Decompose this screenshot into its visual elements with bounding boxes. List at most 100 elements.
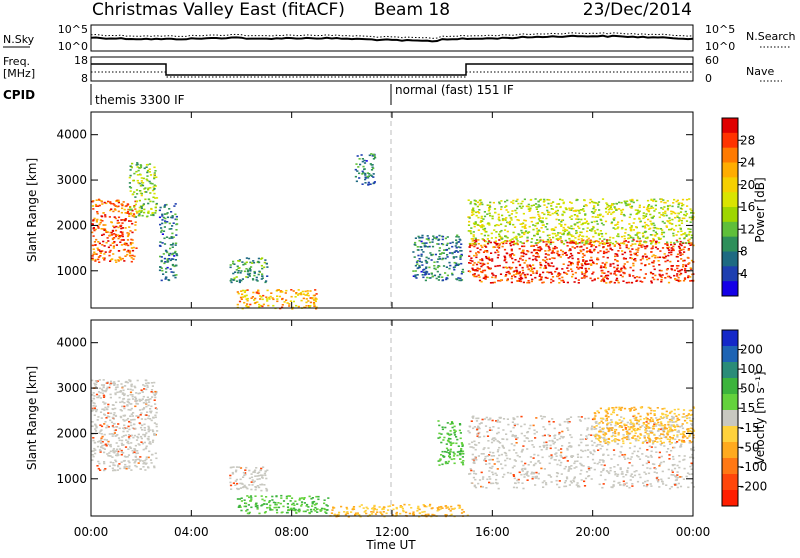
echo-cell bbox=[543, 480, 545, 482]
echo-cell bbox=[129, 182, 131, 184]
echo-cell bbox=[454, 434, 456, 436]
echo-cell bbox=[622, 209, 624, 211]
echo-cell bbox=[424, 244, 426, 246]
echo-cell bbox=[667, 205, 669, 207]
echo-cell bbox=[145, 191, 147, 193]
echo-cell bbox=[586, 251, 588, 253]
echo-cell bbox=[513, 487, 515, 489]
echo-cell bbox=[611, 421, 613, 423]
echo-cell bbox=[263, 503, 265, 505]
echo-cell bbox=[376, 509, 378, 511]
echo-cell bbox=[257, 261, 259, 263]
echo-cell bbox=[139, 468, 141, 470]
echo-cell bbox=[105, 251, 107, 253]
echo-cell bbox=[505, 242, 507, 244]
echo-cell bbox=[491, 260, 493, 262]
echo-cell bbox=[674, 475, 676, 477]
echo-cell bbox=[516, 208, 518, 210]
echo-cell bbox=[559, 199, 561, 201]
echo-cell bbox=[678, 246, 680, 248]
echo-cell bbox=[559, 465, 561, 467]
echo-cell bbox=[523, 213, 525, 215]
echo-cell bbox=[489, 213, 491, 215]
echo-cell bbox=[405, 512, 407, 514]
echo-cell bbox=[661, 229, 663, 231]
echo-cell bbox=[113, 412, 115, 414]
echo-cell bbox=[491, 466, 493, 468]
echo-cell bbox=[617, 443, 619, 445]
echo-cell bbox=[639, 218, 641, 220]
echo-cell bbox=[520, 241, 522, 243]
echo-cell bbox=[522, 270, 524, 272]
echo-cell bbox=[453, 432, 455, 434]
echo-cell bbox=[116, 392, 118, 394]
echo-cell bbox=[630, 475, 632, 477]
echo-cell bbox=[557, 232, 559, 234]
echo-cell bbox=[134, 229, 136, 231]
echo-cell bbox=[521, 451, 523, 453]
echo-cell bbox=[133, 451, 135, 453]
echo-cell bbox=[670, 223, 672, 225]
echo-cell bbox=[134, 386, 136, 388]
echo-cell bbox=[456, 247, 458, 249]
echo-cell bbox=[237, 272, 239, 274]
echo-cell bbox=[131, 394, 133, 396]
echo-cell bbox=[542, 272, 544, 274]
echo-cell bbox=[133, 247, 135, 249]
echo-cell bbox=[474, 426, 476, 428]
echo-cell bbox=[167, 217, 169, 219]
echo-cell bbox=[172, 246, 174, 248]
echo-cell bbox=[524, 224, 526, 226]
echo-cell bbox=[144, 460, 146, 462]
echo-cell bbox=[520, 416, 522, 418]
echo-cell bbox=[455, 443, 457, 445]
echo-cell bbox=[155, 176, 157, 178]
echo-cell bbox=[507, 424, 509, 426]
echo-cell bbox=[143, 449, 145, 451]
echo-cell bbox=[139, 409, 141, 411]
echo-cell bbox=[574, 224, 576, 226]
echo-cell bbox=[237, 498, 239, 500]
echo-cell bbox=[532, 259, 534, 261]
echo-cell bbox=[138, 210, 140, 212]
echo-cell bbox=[247, 269, 249, 271]
echo-cell bbox=[301, 501, 303, 503]
echo-cell bbox=[475, 204, 477, 206]
echo-cell bbox=[133, 215, 135, 217]
echo-cell bbox=[588, 263, 590, 265]
echo-cell bbox=[511, 210, 513, 212]
echo-cell bbox=[522, 465, 524, 467]
echo-cell bbox=[314, 289, 316, 291]
echo-cell bbox=[134, 435, 136, 437]
echo-cell bbox=[514, 210, 516, 212]
echo-cell bbox=[513, 427, 515, 429]
echo-cell bbox=[127, 399, 129, 401]
echo-cell bbox=[244, 474, 246, 476]
echo-cell bbox=[270, 292, 272, 294]
echo-cell bbox=[626, 261, 628, 263]
echo-cell bbox=[494, 252, 496, 254]
echo-cell bbox=[531, 221, 533, 223]
echo-cell bbox=[146, 166, 148, 168]
echo-cell bbox=[541, 212, 543, 214]
echo-cell bbox=[539, 262, 541, 264]
echo-cell bbox=[175, 229, 177, 231]
echo-cell bbox=[678, 467, 680, 469]
echo-cell bbox=[498, 447, 500, 449]
echo-cell bbox=[646, 259, 648, 261]
echo-cell bbox=[492, 420, 494, 422]
echo-cell bbox=[519, 248, 521, 250]
echo-cell bbox=[120, 383, 122, 385]
echo-cell bbox=[100, 397, 102, 399]
echo-cell bbox=[476, 276, 478, 278]
echo-cell bbox=[558, 434, 560, 436]
echo-cell bbox=[679, 476, 681, 478]
echo-cell bbox=[492, 459, 494, 461]
echo-cell bbox=[309, 496, 311, 498]
echo-cell bbox=[307, 509, 309, 511]
echo-cell bbox=[163, 230, 165, 232]
echo-cell bbox=[665, 484, 667, 486]
echo-cell bbox=[168, 208, 170, 210]
echo-cell bbox=[259, 298, 261, 300]
echo-cell bbox=[592, 216, 594, 218]
